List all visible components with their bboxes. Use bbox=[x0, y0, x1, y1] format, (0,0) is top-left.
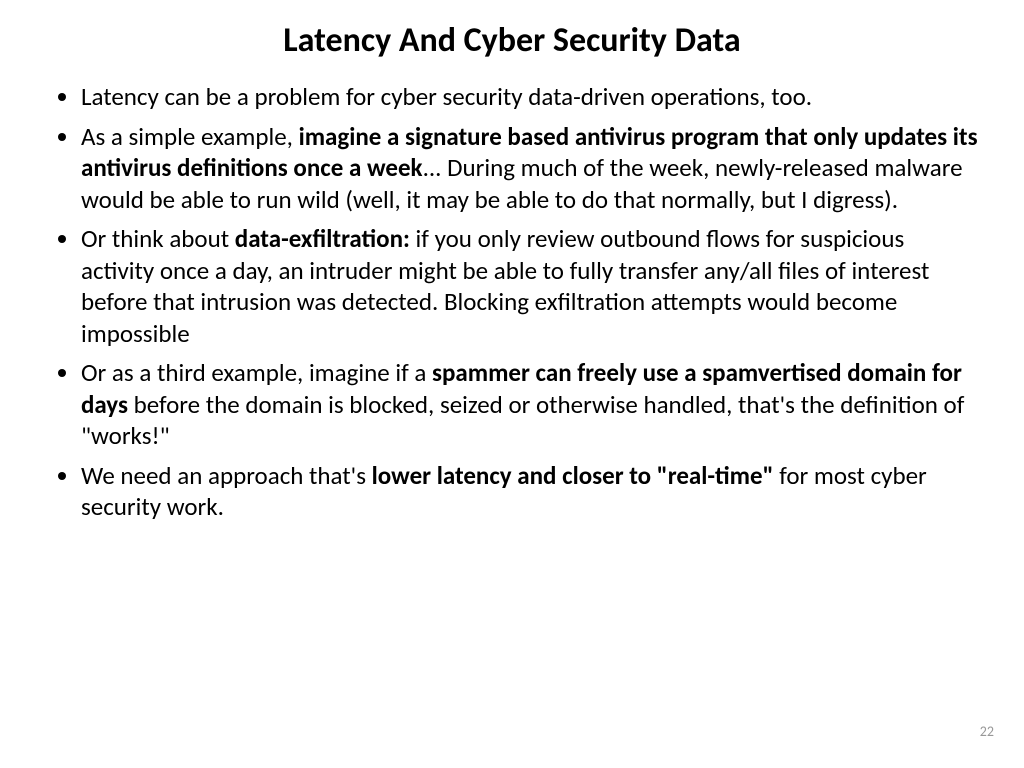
bullet-item: As a simple example, imagine a signature… bbox=[81, 121, 979, 216]
bullet-list: Latency can be a problem for cyber secur… bbox=[45, 81, 979, 523]
bullet-item: Or as a third example, imagine if a spam… bbox=[81, 357, 979, 452]
bullet-text-bold: data-exfiltration: bbox=[235, 223, 410, 254]
bullet-text: Latency can be a problem for cyber secur… bbox=[81, 81, 812, 112]
page-number: 22 bbox=[980, 723, 994, 740]
bullet-text: We need an approach that's bbox=[81, 460, 372, 491]
bullet-text: As a simple example, bbox=[81, 121, 299, 152]
bullet-item: Latency can be a problem for cyber secur… bbox=[81, 81, 979, 113]
bullet-text-bold: lower latency and closer to "real-time" bbox=[372, 460, 774, 491]
bullet-text: before the domain is blocked, seized or … bbox=[81, 389, 964, 452]
bullet-item: We need an approach that's lower latency… bbox=[81, 460, 979, 523]
slide-title: Latency And Cyber Security Data bbox=[45, 20, 979, 61]
bullet-item: Or think about data-exfiltration: if you… bbox=[81, 223, 979, 349]
bullet-text: Or think about bbox=[81, 223, 235, 254]
bullet-text: Or as a third example, imagine if a bbox=[81, 357, 432, 388]
